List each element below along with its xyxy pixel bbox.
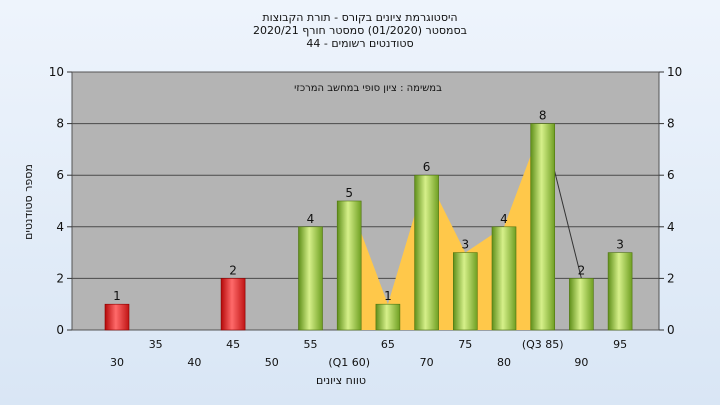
chart-title: היסטוגרמת ציונים בקורס - תורת הקבוצות בס… [253,11,467,50]
bar-value-label: 1 [113,289,121,303]
y-tick-label: 2 [56,271,64,285]
x-axis-label: טווח ציונים [316,374,366,387]
x-tick-label: 80 [497,356,511,369]
bar [452,252,478,331]
plot-subtitle: במשימה : ציון סופי במחשב המרכזי [294,83,442,94]
x-tick-label: (Q3 85) [522,338,564,351]
bar-value-label: 1 [384,289,392,303]
bar-value-label: 4 [500,212,508,226]
x-tick-label: 30 [110,356,124,369]
bar [104,303,130,331]
x-tick-label: 70 [420,356,434,369]
x-tick-label: 35 [149,338,163,351]
title-line-2: בסמסטר (01/2020) סמסטר חורף 2020/21 [253,24,467,37]
x-tick-label: 90 [574,356,588,369]
y-axis-label: מספר סטודנטים [22,164,35,240]
bar-value-label: 6 [423,160,431,174]
y-tick-label: 10 [667,65,682,79]
bar [414,174,439,331]
bar [336,200,362,331]
y-tick-label: 8 [667,117,675,131]
y-tick-label: 8 [56,117,64,131]
bar [530,123,556,331]
right-y-axis: 0 2 4 6 8 10 [659,65,682,337]
title-line-1: היסטוגרמת ציונים בקורס - תורת הקבוצות [262,11,457,24]
y-tick-label: 6 [56,168,64,182]
bar-value-label: 8 [539,109,547,123]
bar-value-label: 2 [578,263,586,277]
bar [298,226,323,331]
left-y-axis: 0 2 4 6 8 10 [49,65,72,337]
y-tick-label: 10 [49,65,64,79]
y-tick-label: 2 [667,271,675,285]
y-tick-label: 0 [56,323,64,337]
x-axis-tick-labels: 30 35 40 45 50 55 (Q1 60) 65 70 75 80 (Q3 85) 90 95 [110,338,627,369]
bar [375,303,401,331]
bar-labels: 1 2 4 5 1 6 3 4 8 2 3 [113,109,624,304]
y-tick-label: 0 [667,323,675,337]
bar [220,278,246,331]
bar-value-label: 2 [229,263,237,277]
y-tick-label: 4 [56,220,64,234]
bar [607,252,633,331]
bar-value-label: 5 [345,186,353,200]
x-tick-label: 55 [304,338,318,351]
x-tick-label: 45 [226,338,240,351]
bar-value-label: 3 [461,238,469,252]
x-tick-label: 75 [458,338,472,351]
x-tick-label: 95 [613,338,627,351]
bar [491,226,517,331]
y-tick-label: 4 [667,220,675,234]
bars [104,123,633,331]
x-tick-label: 65 [381,338,395,351]
bar-value-label: 4 [307,212,315,226]
title-line-3: סטודנטים רשומים - 44 [306,37,413,50]
bar-value-label: 3 [616,238,624,252]
x-tick-label: 40 [187,356,201,369]
bar [569,278,594,331]
x-tick-label: (Q1 60) [328,356,370,369]
x-tick-label: 50 [265,356,279,369]
y-tick-label: 6 [667,168,675,182]
